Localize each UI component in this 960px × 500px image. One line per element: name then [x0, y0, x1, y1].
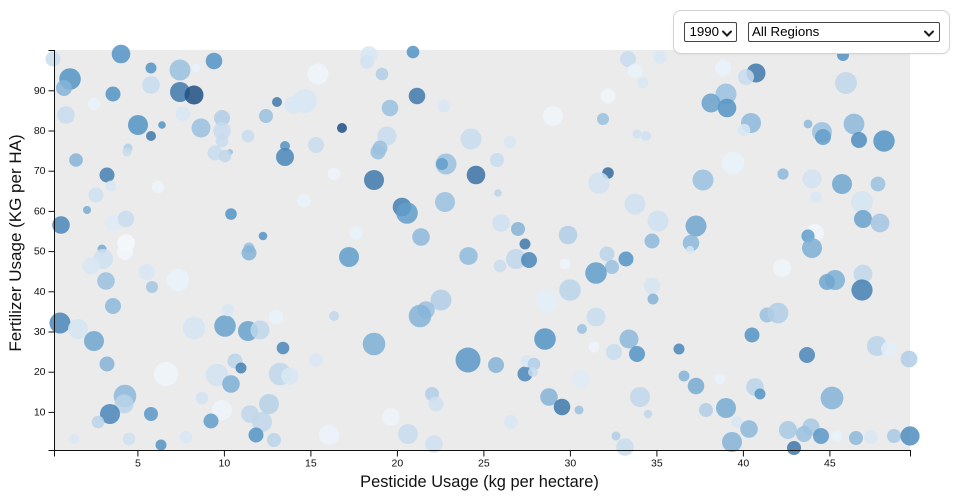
svg-text:90: 90	[34, 85, 46, 97]
svg-text:35: 35	[651, 458, 663, 470]
svg-text:30: 30	[565, 458, 577, 470]
svg-text:40: 40	[738, 458, 750, 470]
svg-text:60: 60	[34, 205, 46, 217]
svg-text:20: 20	[34, 366, 46, 378]
svg-text:Pesticide Usage (kg per hectar: Pesticide Usage (kg per hectare)	[360, 473, 599, 491]
svg-text:25: 25	[478, 458, 490, 470]
svg-text:Fertilizer Usage (KG per HA): Fertilizer Usage (KG per HA)	[6, 134, 25, 351]
svg-text:10: 10	[219, 458, 231, 470]
svg-text:20: 20	[392, 458, 404, 470]
svg-text:5: 5	[135, 458, 141, 470]
svg-text:10: 10	[34, 406, 46, 418]
svg-text:50: 50	[34, 246, 46, 258]
svg-text:40: 40	[34, 286, 46, 298]
svg-text:45: 45	[824, 458, 836, 470]
svg-text:15: 15	[305, 458, 317, 470]
svg-text:30: 30	[34, 326, 46, 338]
svg-text:80: 80	[34, 125, 46, 137]
svg-text:70: 70	[34, 165, 46, 177]
